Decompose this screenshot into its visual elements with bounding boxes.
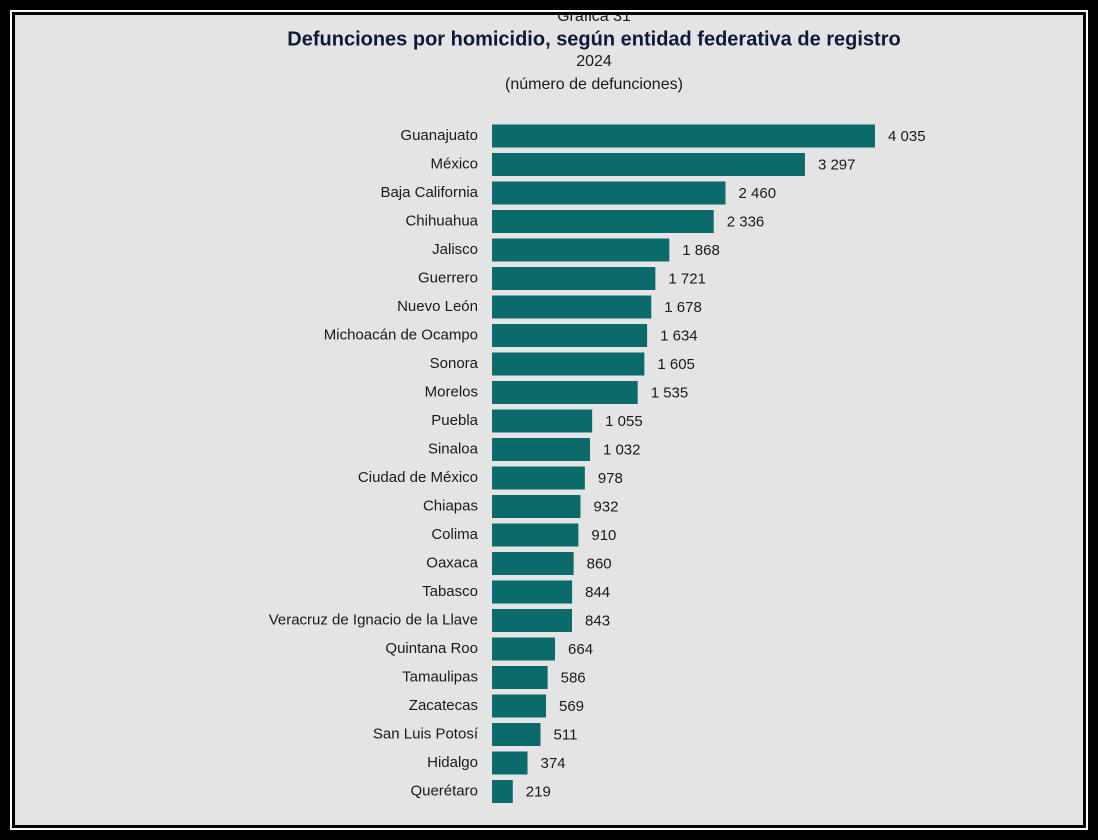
bar (492, 723, 541, 746)
chart-title: Defunciones por homicidio, según entidad… (287, 28, 900, 50)
category-label: Michoacán de Ocampo (324, 326, 478, 343)
bar (492, 751, 528, 775)
value-label: 844 (585, 584, 610, 601)
value-label: 2 336 (727, 213, 765, 230)
bar (492, 609, 573, 632)
value-label: 586 (561, 669, 586, 686)
bar (492, 552, 574, 575)
value-label: 2 460 (739, 185, 777, 202)
value-label: 1 032 (603, 441, 641, 458)
category-label: Colima (431, 526, 478, 543)
value-label: 374 (540, 755, 565, 772)
value-label: 569 (559, 698, 584, 715)
chart: Gráfica 31 Defunciones por homicidio, se… (269, 15, 926, 803)
bar (492, 324, 648, 347)
category-label: Quintana Roo (385, 640, 478, 657)
category-label: México (430, 155, 478, 172)
value-label: 1 678 (664, 299, 702, 316)
category-label: Chiapas (423, 497, 478, 514)
bar (492, 381, 638, 404)
category-label: Baja California (380, 184, 478, 201)
category-label: Morelos (425, 383, 478, 400)
bar (492, 780, 513, 803)
category-label: Zacatecas (409, 697, 478, 714)
bar (492, 637, 556, 661)
bar (492, 523, 579, 547)
bar (492, 153, 805, 176)
bar (492, 495, 581, 518)
value-label: 219 (526, 783, 551, 800)
bar (492, 181, 726, 205)
value-label: 1 634 (660, 327, 698, 344)
category-label: San Luis Potosí (373, 725, 479, 742)
value-label: 1 535 (651, 384, 689, 401)
bar (492, 409, 593, 433)
bar (492, 694, 547, 718)
category-label: Nuevo León (397, 298, 478, 315)
category-label: Guanajuato (400, 127, 478, 144)
value-label: 511 (554, 726, 578, 743)
bar (492, 466, 585, 490)
frame: Gráfica 31 Defunciones por homicidio, se… (10, 10, 1088, 830)
category-label: Ciudad de México (358, 469, 478, 486)
category-label: Chihuahua (405, 212, 478, 229)
category-label: Hidalgo (427, 754, 478, 771)
value-label: 3 297 (818, 156, 856, 173)
chart-area: Gráfica 31 Defunciones por homicidio, se… (15, 15, 1083, 825)
chart-subtitle: 2024 (576, 53, 612, 70)
category-label: Tamaulipas (402, 668, 478, 685)
category-label: Veracruz de Ignacio de la Llave (269, 611, 478, 628)
category-label: Jalisco (432, 241, 478, 258)
bar (492, 438, 590, 461)
chart-label: Gráfica 31 (557, 15, 631, 25)
value-label: 860 (587, 555, 612, 572)
value-label: 1 721 (668, 270, 706, 287)
value-label: 4 035 (888, 128, 926, 145)
value-label: 910 (591, 527, 616, 544)
bar (492, 580, 573, 604)
category-label: Sonora (430, 355, 479, 372)
bar (492, 352, 645, 376)
value-label: 1 055 (605, 413, 643, 430)
bar (492, 267, 656, 290)
category-label: Puebla (431, 412, 478, 429)
category-label: Guerrero (418, 269, 478, 286)
unit-note: (número de defunciones) (505, 76, 683, 93)
category-label: Oaxaca (426, 554, 478, 571)
bar (492, 238, 670, 262)
bar (492, 295, 652, 319)
bar (492, 124, 875, 148)
value-label: 1 605 (657, 356, 695, 373)
bar (492, 210, 714, 233)
value-label: 843 (585, 612, 610, 629)
category-label: Tabasco (422, 583, 478, 600)
value-label: 932 (593, 498, 618, 515)
value-label: 978 (598, 470, 623, 487)
value-label: 1 868 (682, 242, 720, 259)
category-label: Querétaro (410, 782, 478, 799)
bar (492, 666, 548, 689)
value-label: 664 (568, 641, 593, 658)
category-label: Sinaloa (428, 440, 479, 457)
